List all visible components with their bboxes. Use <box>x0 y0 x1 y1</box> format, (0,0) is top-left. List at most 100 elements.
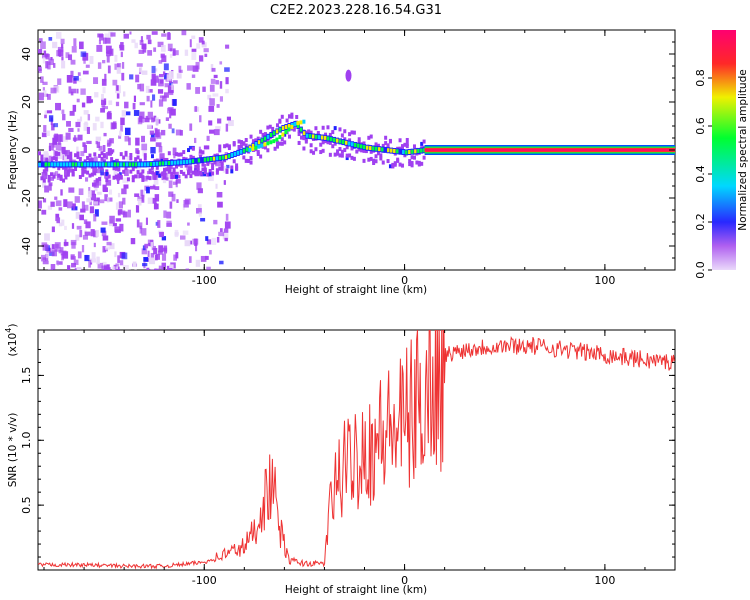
spectrogram-halo <box>340 153 344 158</box>
spectrogram-speckle <box>165 117 170 121</box>
spectrogram-ridge-core <box>173 160 177 165</box>
spectrogram-halo <box>388 139 392 144</box>
spectrogram-halo <box>230 169 234 174</box>
spectrogram-speckle <box>106 111 111 118</box>
spectrogram-halo <box>218 144 222 149</box>
spectrogram-speckle <box>97 62 102 69</box>
spectrogram-speckle <box>77 135 83 141</box>
spectrogram-speckle <box>48 142 54 151</box>
spectrogram-speckle <box>153 47 157 52</box>
spectrogram-speckle <box>142 175 148 182</box>
spectrogram-speckle <box>225 123 229 132</box>
spectrogram-speckle <box>45 251 50 259</box>
spectrogram-halo <box>379 156 383 161</box>
spectrogram-halo <box>69 157 73 162</box>
spectrogram-speckle <box>191 35 196 40</box>
spectrogram-speckle <box>160 129 166 136</box>
spectrogram-halo <box>266 148 270 153</box>
spectrogram-speckle <box>42 257 47 261</box>
spectrogram-speckle <box>169 264 174 269</box>
spectrogram-speckle <box>182 230 189 235</box>
spectrogram-halo <box>251 139 255 144</box>
spectrogram-halo <box>302 136 306 141</box>
spectrogram-speckle <box>153 75 159 83</box>
spectrogram-speckle <box>76 225 82 230</box>
spectrogram-speckle <box>82 142 86 147</box>
spectrogram-halo <box>287 114 291 119</box>
spectrogram-halo <box>410 161 414 166</box>
spectrogram-halo <box>100 151 104 156</box>
spectrogram-speckle <box>139 225 142 234</box>
spectrogram-speckle <box>124 169 129 177</box>
spectrogram-speckle <box>134 193 140 197</box>
spectrogram-speckle <box>53 62 56 68</box>
spectrogram-speckle <box>150 269 155 270</box>
spectrogram-halo <box>199 170 203 175</box>
spectrogram-halo <box>148 176 152 181</box>
spectrogram-halo <box>155 171 159 176</box>
spectrogram-ridge-core <box>260 138 264 143</box>
spectrogram-halo <box>259 129 263 134</box>
spectrogram-speckle <box>82 70 89 75</box>
spectrogram-halo <box>331 144 335 149</box>
spectrogram-ridge-core <box>194 158 198 163</box>
spectrogram-halo <box>170 171 174 176</box>
spectrogram-halo <box>90 172 94 177</box>
spectrogram-ridge-core <box>233 151 237 156</box>
spectrogram-speckle <box>184 49 189 56</box>
spectrogram-speckle <box>136 63 143 67</box>
spectrogram-speckle <box>54 242 61 249</box>
spectrogram-speckle <box>95 136 102 141</box>
spectrogram-ridge-core <box>242 148 246 153</box>
spectrogram-ridge-core <box>86 162 90 167</box>
spectrogram-speckle <box>141 70 148 75</box>
spectrogram-halo <box>381 160 385 165</box>
spectrogram-speckle <box>169 48 172 52</box>
spectrogram-halo <box>74 166 78 171</box>
spectrogram-speckle <box>224 67 230 72</box>
spectrogram-speckle <box>219 61 223 65</box>
spectrogram-halo <box>119 152 123 157</box>
spectrogram-speckle <box>80 208 86 213</box>
spectrogram-speckle <box>139 67 143 73</box>
spectrogram-speckle <box>65 52 70 59</box>
spectrogram-halo <box>208 169 212 174</box>
spectrogram-speckle <box>43 90 47 97</box>
spectrogram-speckle <box>123 33 129 39</box>
spectrogram-speckle <box>224 237 228 242</box>
spectrogram-speckle <box>106 197 113 202</box>
spectrogram-speckle <box>145 115 149 120</box>
spectrogram-ridge-branch <box>293 122 297 127</box>
spectrogram-speckle <box>61 109 65 114</box>
spectrogram-halo <box>64 166 68 171</box>
spectrogram-speckle <box>142 45 147 53</box>
spectrogram-speckle <box>200 255 207 262</box>
spectrogram-speckle <box>206 135 210 142</box>
spectrogram-halo <box>187 169 191 174</box>
spectrogram-xtick-label: 0 <box>401 274 408 287</box>
spectrogram-speckle <box>219 228 223 232</box>
spectrogram-halo <box>194 164 198 169</box>
spectrogram-speckle <box>197 188 203 194</box>
spectrogram-speckle <box>191 52 197 60</box>
spectrogram-halo <box>227 146 231 151</box>
spectrogram-halo <box>196 165 200 170</box>
snr-line <box>38 330 675 570</box>
spectrogram-halo <box>90 157 94 162</box>
spectrogram-ridge-core <box>89 162 93 167</box>
spectrogram-halo <box>386 143 390 148</box>
spectrogram-halo <box>199 149 203 154</box>
spectrogram-speckle <box>172 181 177 185</box>
spectrogram-ridge-core <box>317 135 321 140</box>
spectrogram-speckle <box>208 174 214 182</box>
spectrogram-halo <box>297 140 301 145</box>
spectrogram-speckle <box>224 221 231 229</box>
spectrogram-speckle <box>157 89 164 94</box>
spectrogram-ridge-core <box>281 126 285 131</box>
spectrogram-halo <box>71 168 75 173</box>
snr-xlabel: Height of straight line (km) <box>285 584 427 596</box>
spectrogram-ridge-core <box>308 134 312 139</box>
spectrogram-ridge-core <box>332 137 336 142</box>
spectrogram-speckle <box>142 263 148 267</box>
spectrogram-speckle <box>94 209 99 217</box>
